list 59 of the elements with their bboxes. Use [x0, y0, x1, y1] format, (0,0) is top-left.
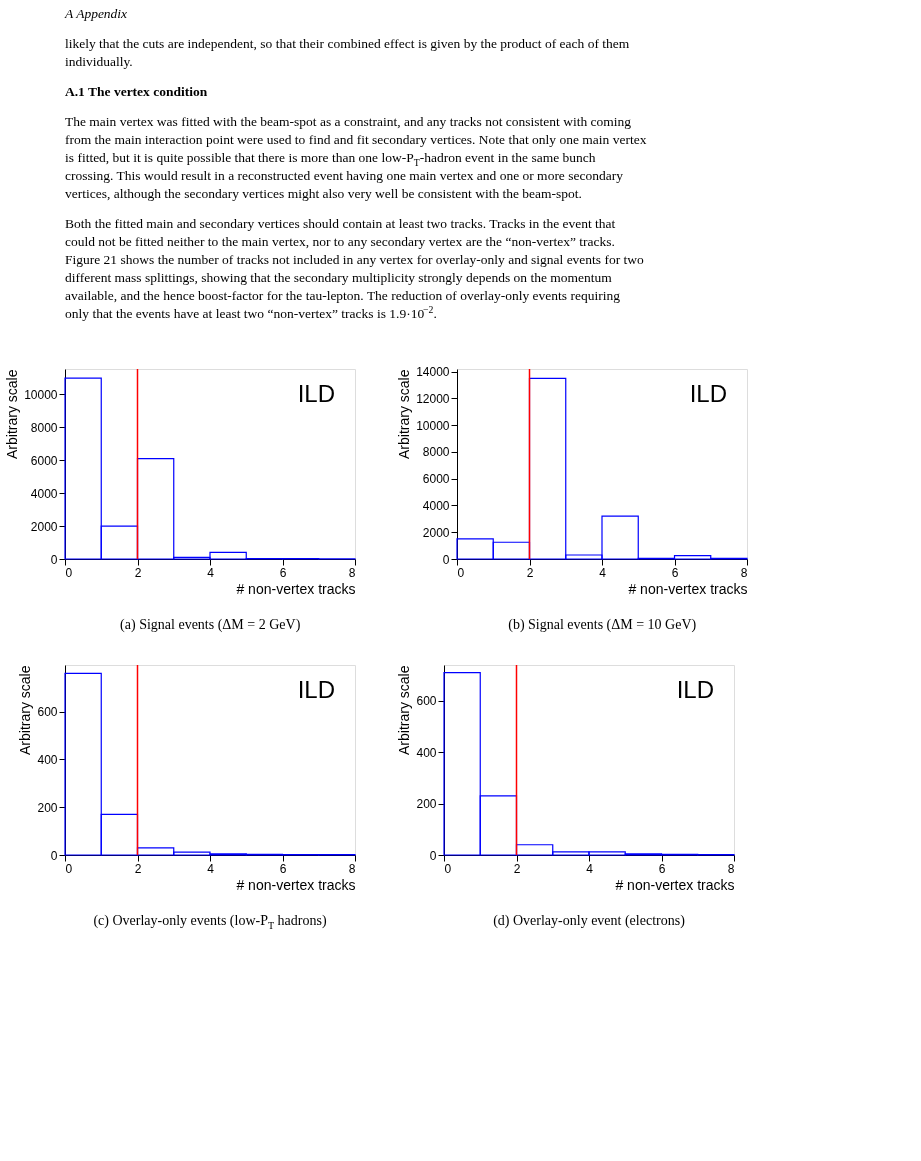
text: (d) Overlay-only event (electrons)	[493, 913, 686, 929]
x-axis-title: # non-vertex tracks	[236, 876, 356, 893]
annotation: ILD	[297, 380, 335, 407]
y-tick-label: 14000	[416, 365, 450, 380]
x-tick-label: 2	[526, 565, 534, 580]
x-tick-label: 8	[727, 861, 735, 876]
annotation: ILD	[676, 676, 714, 703]
y-tick-label: 4000	[30, 486, 58, 501]
x-tick-label: 6	[279, 565, 287, 580]
text: (b) Signal events (ΔM = 10 GeV)	[508, 617, 697, 633]
y-tick-label: 0	[442, 552, 450, 567]
y-tick-label: 8000	[422, 445, 450, 460]
x-tick-label: 4	[207, 565, 215, 580]
y-axis-title: Arbitrary scale	[396, 665, 413, 755]
x-tick-label: 2	[134, 565, 142, 580]
y-tick-label: 600	[37, 705, 58, 720]
text: A Appendix	[64, 6, 128, 21]
text: likely that the cuts are independent, so that their combined effect is given by the product of each of them individually.	[65, 36, 630, 69]
x-tick-label: 8	[348, 565, 356, 580]
y-tick-label: 10000	[24, 388, 58, 402]
x-tick-label: 0	[457, 565, 465, 580]
y-tick-label: 8000	[30, 420, 58, 435]
x-tick-label: 4	[599, 565, 607, 580]
y-tick-label: 400	[416, 745, 437, 760]
y-tick-label: 10000	[416, 418, 450, 433]
y-tick-label: 12000	[416, 391, 450, 406]
x-tick-label: 2	[134, 861, 142, 876]
y-tick-label: 6000	[30, 453, 58, 468]
x-tick-label: 4	[586, 861, 594, 876]
x-tick-label: 6	[279, 861, 287, 876]
x-tick-label: 6	[671, 565, 679, 580]
x-axis-title: # non-vertex tracks	[236, 580, 356, 597]
text: A.1 The vertex condition	[65, 84, 208, 99]
x-tick-label: 0	[65, 861, 73, 876]
x-tick-label: 8	[740, 565, 748, 580]
y-tick-label: 200	[37, 800, 58, 815]
x-tick-label: 0	[65, 565, 73, 580]
y-tick-label: 0	[50, 848, 58, 863]
y-tick-label: 6000	[422, 472, 450, 487]
y-tick-label: 600	[416, 694, 437, 709]
y-tick-label: 4000	[422, 498, 450, 513]
x-tick-label: 8	[348, 861, 356, 876]
y-tick-label: 0	[429, 848, 437, 863]
x-tick-label: 4	[207, 861, 215, 876]
y-tick-label: 2000	[30, 519, 58, 534]
x-tick-label: 2	[513, 861, 521, 876]
y-tick-label: 400	[37, 752, 58, 767]
x-tick-label: 6	[658, 861, 666, 876]
text: (a) Signal events (ΔM = 2 GeV)	[120, 617, 301, 633]
y-axis-title: Arbitrary scale	[17, 665, 34, 755]
x-axis-title: # non-vertex tracks	[615, 876, 735, 893]
y-axis-title: Arbitrary scale	[4, 369, 21, 459]
y-tick-label: 200	[416, 797, 437, 812]
annotation: ILD	[297, 676, 335, 703]
y-axis-title: Arbitrary scale	[396, 369, 413, 459]
annotation: ILD	[689, 380, 727, 407]
y-tick-label: 0	[50, 552, 58, 567]
y-tick-label: 2000	[422, 525, 450, 540]
x-axis-title: # non-vertex tracks	[628, 580, 748, 597]
